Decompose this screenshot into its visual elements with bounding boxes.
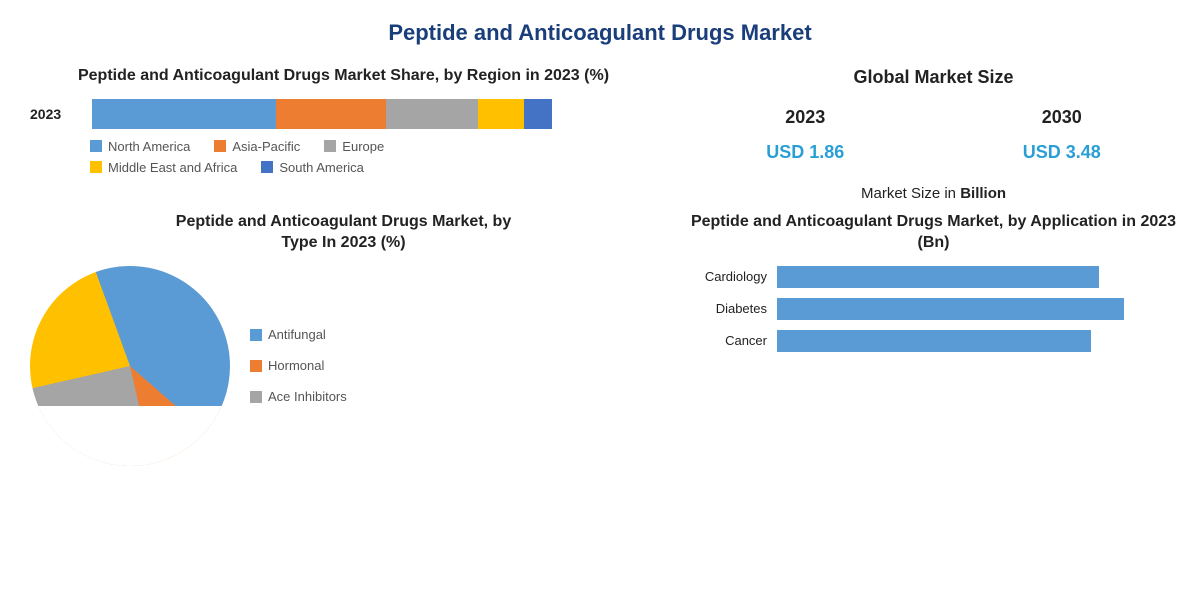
stacked-row-label: 2023: [30, 106, 80, 122]
hbar-row: Cancer: [677, 330, 1190, 352]
legend-item: North America: [90, 139, 190, 154]
application-chart-title: Peptide and Anticoagulant Drugs Market, …: [677, 212, 1190, 254]
pie-legend: Antifungal Hormonal Ace Inhibitors: [250, 327, 347, 404]
legend-label: Ace Inhibitors: [268, 389, 347, 404]
note-prefix: Market Size in: [861, 185, 960, 202]
year-value-0: USD 1.86: [766, 142, 844, 163]
hbar-track: [777, 266, 1190, 288]
stacked-segment: [524, 99, 552, 129]
hbar-track: [777, 330, 1190, 352]
legend-item: Europe: [324, 139, 384, 154]
legend-label: North America: [108, 139, 190, 154]
legend-label: Hormonal: [268, 358, 324, 373]
year-value-1: USD 3.48: [1023, 142, 1101, 163]
legend-label: South America: [279, 160, 364, 175]
legend-swatch: [90, 140, 102, 152]
hbar-row: Cardiology: [677, 266, 1190, 288]
hbar-track: [777, 298, 1190, 320]
market-size-row: 2023 USD 1.86 2030 USD 3.48: [677, 107, 1190, 163]
stacked-segment: [386, 99, 478, 129]
legend-swatch: [250, 360, 262, 372]
type-chart-title: Peptide and Anticoagulant Drugs Market, …: [174, 212, 514, 254]
stacked-bar: [92, 99, 552, 129]
legend-swatch: [324, 140, 336, 152]
hbar-label: Cardiology: [677, 269, 777, 284]
market-size-2023: 2023 USD 1.86: [766, 107, 844, 163]
pie-wrap: Antifungal Hormonal Ace Inhibitors: [30, 266, 657, 466]
year-label-0: 2023: [766, 107, 844, 128]
legend-swatch: [214, 140, 226, 152]
legend-swatch: [261, 161, 273, 173]
stacked-segment: [478, 99, 524, 129]
legend-item: Asia-Pacific: [214, 139, 300, 154]
application-bar-panel: Peptide and Anticoagulant Drugs Market, …: [677, 212, 1190, 466]
hbar-row: Diabetes: [677, 298, 1190, 320]
legend-label: Asia-Pacific: [232, 139, 300, 154]
note-bold: Billion: [960, 185, 1006, 202]
hbar-label: Diabetes: [677, 301, 777, 316]
region-legend: North America Asia-Pacific Europe Middle Ea…: [30, 139, 550, 175]
legend-swatch: [250, 391, 262, 403]
pie-chart: [30, 266, 230, 466]
stacked-segment: [276, 99, 386, 129]
legend-label: Antifungal: [268, 327, 326, 342]
region-share-panel: Peptide and Anticoagulant Drugs Market S…: [30, 66, 657, 202]
region-chart-title: Peptide and Anticoagulant Drugs Market S…: [30, 66, 657, 87]
year-label-1: 2030: [1023, 107, 1101, 128]
legend-item: Ace Inhibitors: [250, 389, 347, 404]
legend-item: Hormonal: [250, 358, 347, 373]
legend-item: South America: [261, 160, 364, 175]
hbar-fill: [777, 330, 1091, 352]
pie-crop: [30, 406, 230, 466]
stacked-bar-row: 2023: [30, 99, 657, 129]
market-size-panel: Global Market Size 2023 USD 1.86 2030 US…: [677, 66, 1190, 202]
type-pie-panel: Peptide and Anticoagulant Drugs Market, …: [30, 212, 657, 466]
market-size-2030: 2030 USD 3.48: [1023, 107, 1101, 163]
market-size-note: Market Size in Billion: [677, 185, 1190, 202]
dashboard-grid: Peptide and Anticoagulant Drugs Market S…: [30, 66, 1170, 466]
legend-item: Antifungal: [250, 327, 347, 342]
stacked-segment: [92, 99, 276, 129]
hbar-fill: [777, 266, 1099, 288]
hbar-label: Cancer: [677, 333, 777, 348]
hbar-fill: [777, 298, 1124, 320]
market-size-title: Global Market Size: [677, 66, 1190, 89]
hbar-list: Cardiology Diabetes Cancer: [677, 266, 1190, 352]
legend-label: Europe: [342, 139, 384, 154]
legend-label: Middle East and Africa: [108, 160, 237, 175]
main-title: Peptide and Anticoagulant Drugs Market: [30, 20, 1170, 46]
legend-swatch: [250, 329, 262, 341]
legend-swatch: [90, 161, 102, 173]
legend-item: Middle East and Africa: [90, 160, 237, 175]
